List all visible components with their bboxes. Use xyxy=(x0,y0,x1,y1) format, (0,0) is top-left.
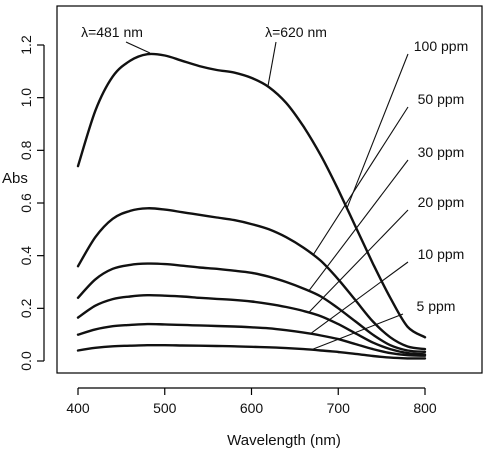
x-tick-label: 400 xyxy=(66,400,90,416)
x-axis-label: Wavelength (nm) xyxy=(227,432,341,449)
x-tick-label: 600 xyxy=(240,400,264,416)
series-label: 100 ppm xyxy=(414,38,468,54)
annotation-leader xyxy=(267,41,277,87)
leader-line xyxy=(308,209,409,313)
series-label: 30 ppm xyxy=(418,144,465,160)
leader-line xyxy=(346,53,409,209)
y-tick-label: 1.0 xyxy=(18,88,34,108)
series-line-5-ppm xyxy=(76,343,427,360)
y-tick-label: 1.2 xyxy=(18,35,34,55)
wavelength-annotation: λ=620 nm xyxy=(265,24,327,40)
x-tick-label: 700 xyxy=(327,400,351,416)
leader-line xyxy=(308,159,409,292)
x-tick-label: 800 xyxy=(413,400,437,416)
series-label: 50 ppm xyxy=(418,91,465,107)
label-leaders xyxy=(125,41,409,351)
y-tick-label: 0.2 xyxy=(18,298,34,318)
leader-line xyxy=(311,313,404,351)
series-curves xyxy=(76,52,427,360)
leader-line xyxy=(310,261,409,335)
series-label: 5 ppm xyxy=(417,298,456,314)
plot-frame xyxy=(56,5,483,374)
series-line-10-ppm xyxy=(76,322,427,357)
series-line-100-ppm xyxy=(76,52,427,339)
y-tick-label: 0.6 xyxy=(18,193,34,213)
leader-line xyxy=(312,106,409,256)
wavelength-annotation: λ=481 nm xyxy=(81,24,143,40)
series-label: 10 ppm xyxy=(418,246,465,262)
x-tick-label: 500 xyxy=(153,400,177,416)
series-labels: 100 ppm 50 ppm 30 ppm 20 ppm 10 ppm 5 ppm λ=48… xyxy=(81,24,468,314)
y-axis-label: Abs xyxy=(2,170,28,187)
series-line-50-ppm xyxy=(76,207,427,351)
series-line-30-ppm xyxy=(76,262,427,353)
y-tick-label: 0.4 xyxy=(18,246,34,266)
axis-ticks: 400 500 600 700 800 0.0 0.2 0.4 0.6 0.8 1.0 1.2 xyxy=(18,35,437,416)
y-tick-label: 0.0 xyxy=(18,351,34,371)
y-tick-label: 0.8 xyxy=(18,140,34,160)
series-line-20-ppm xyxy=(76,293,427,356)
annotation-leader xyxy=(125,41,151,54)
plot-box xyxy=(56,5,483,374)
series-label: 20 ppm xyxy=(418,194,465,210)
